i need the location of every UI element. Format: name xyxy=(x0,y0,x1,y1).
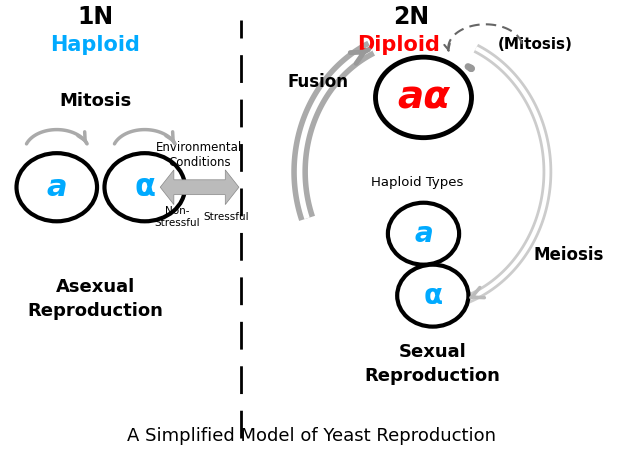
Text: a: a xyxy=(46,173,67,202)
Text: a: a xyxy=(414,220,433,248)
Text: Haploid Types: Haploid Types xyxy=(371,177,464,189)
Text: Mitosis: Mitosis xyxy=(59,91,131,110)
Text: Diploid: Diploid xyxy=(358,35,440,55)
Text: (Mitosis): (Mitosis) xyxy=(497,37,572,52)
Text: Non-
Stressful: Non- Stressful xyxy=(154,206,200,228)
Text: Environmental
Conditions: Environmental Conditions xyxy=(156,141,242,169)
Text: Fusion: Fusion xyxy=(288,73,349,91)
Text: Asexual
Reproduction: Asexual Reproduction xyxy=(27,278,163,319)
Ellipse shape xyxy=(104,153,185,221)
Ellipse shape xyxy=(376,57,472,138)
Text: 2N: 2N xyxy=(393,5,429,29)
Text: Stressful: Stressful xyxy=(203,212,250,222)
Text: α: α xyxy=(134,173,155,202)
Text: Sexual
Reproduction: Sexual Reproduction xyxy=(365,343,500,384)
Ellipse shape xyxy=(397,265,469,327)
Text: α: α xyxy=(423,282,442,310)
Ellipse shape xyxy=(16,153,97,221)
Text: Meiosis: Meiosis xyxy=(534,246,604,264)
Ellipse shape xyxy=(388,203,459,265)
Text: Haploid: Haploid xyxy=(51,35,140,55)
Text: 1N: 1N xyxy=(77,5,113,29)
Text: aα: aα xyxy=(397,78,450,116)
Text: A Simplified Model of Yeast Reproduction: A Simplified Model of Yeast Reproduction xyxy=(127,427,497,445)
Polygon shape xyxy=(160,170,239,205)
